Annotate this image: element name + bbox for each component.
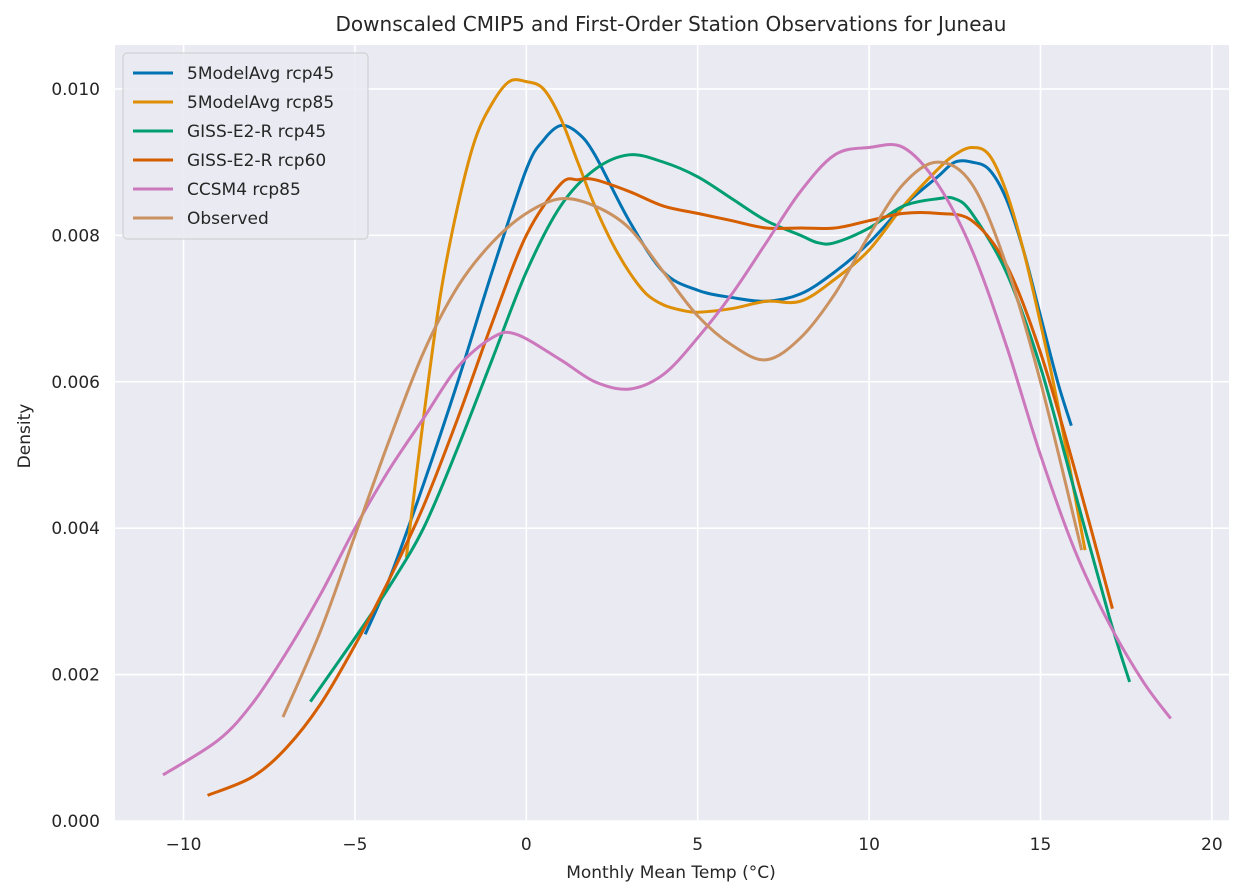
legend-label: CCSM4 rcp85 xyxy=(187,180,301,200)
legend-label: Observed xyxy=(187,209,269,229)
series-line-3 xyxy=(206,177,1114,797)
series-group xyxy=(162,78,1172,797)
y-tick-label: 0.006 xyxy=(51,373,100,393)
x-tick-label: −10 xyxy=(166,835,202,855)
x-tick-label: −5 xyxy=(342,835,367,855)
legend-label: GISS-E2-R rcp45 xyxy=(187,122,326,142)
y-tick-label: 0.010 xyxy=(51,80,100,100)
y-tick-label: 0.008 xyxy=(51,226,100,246)
legend-box xyxy=(122,52,369,240)
x-tick-label: 5 xyxy=(692,835,703,855)
series-line-4 xyxy=(162,142,1172,777)
y-tick-label: 0.004 xyxy=(51,519,100,539)
series-line-0 xyxy=(363,123,1073,635)
series-line-5 xyxy=(281,160,1084,718)
legend-label: 5ModelAvg rcp85 xyxy=(187,93,334,113)
x-tick-labels: −10 −5 0 5 10 15 20 xyxy=(166,835,1223,855)
y-axis-label: Density xyxy=(15,404,35,469)
x-tick-label: 20 xyxy=(1201,835,1223,855)
x-tick-label: 15 xyxy=(1030,835,1052,855)
y-tick-label: 0.002 xyxy=(51,666,100,686)
legend-label: GISS-E2-R rcp60 xyxy=(187,151,326,171)
legend: 5ModelAvg rcp45 5ModelAvg rcp85 GISS-E2-R … xyxy=(122,52,369,240)
x-axis-label: Monthly Mean Temp (°C) xyxy=(566,863,776,883)
y-tick-label: 0.000 xyxy=(51,812,100,832)
x-tick-label: 0 xyxy=(521,835,532,855)
series-line-1 xyxy=(404,78,1087,558)
chart-title: Downscaled CMIP5 and First-Order Station… xyxy=(336,12,1007,36)
legend-label: 5ModelAvg rcp45 xyxy=(187,64,334,84)
y-tick-labels: 0.000 0.002 0.004 0.006 0.008 0.010 xyxy=(51,80,100,832)
x-tick-label: 10 xyxy=(858,835,880,855)
